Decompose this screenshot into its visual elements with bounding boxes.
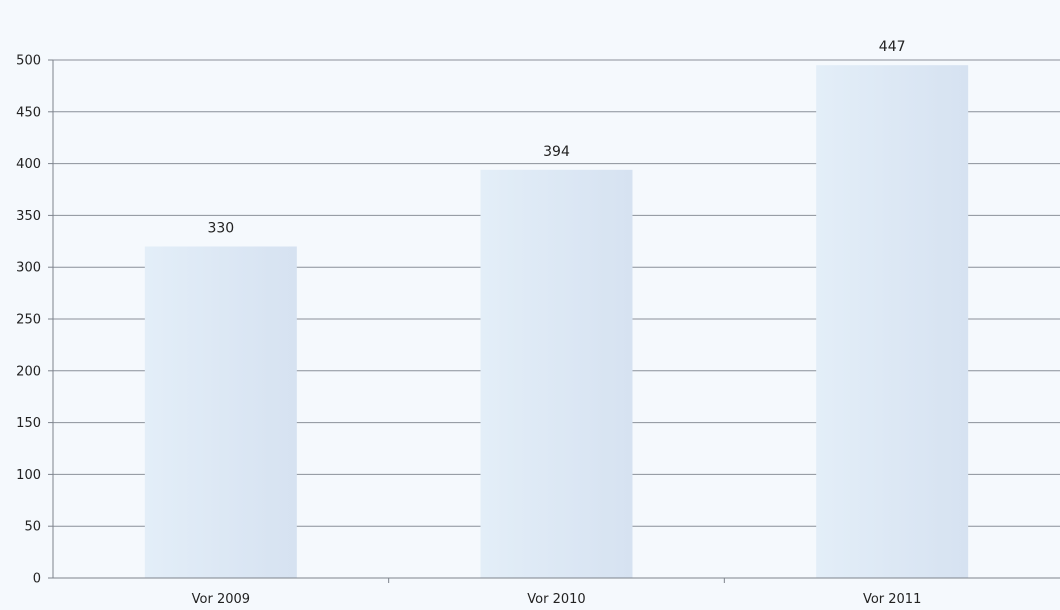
y-tick-label: 200 (16, 364, 41, 379)
y-tick-label: 150 (16, 416, 41, 431)
x-tick-label: Vor 2010 (527, 592, 585, 607)
y-tick-label: 350 (16, 209, 41, 224)
y-tick-label: 0 (33, 572, 41, 587)
axes (52, 60, 1060, 583)
y-tick-label: 300 (16, 261, 41, 276)
y-axis-tick-labels: 0 50 100 150 200 250 300 350 400 450 500 (16, 54, 41, 587)
data-label: 330 (207, 220, 234, 236)
y-tick-label: 100 (16, 468, 41, 483)
bar-vor-2009 (144, 246, 297, 579)
bar-vor-2010 (480, 169, 633, 579)
y-tick-label: 400 (16, 157, 41, 172)
y-tick-label: 250 (16, 313, 41, 328)
data-label: 447 (879, 39, 906, 55)
y-tick-label: 50 (24, 520, 41, 535)
bar-vor-2011 (816, 65, 969, 579)
data-labels: 330 394 447 (207, 39, 905, 236)
y-tick-label: 450 (16, 105, 41, 120)
data-label: 394 (543, 144, 570, 160)
x-tick-label: Vor 2011 (863, 592, 921, 607)
x-tick-label: Vor 2009 (192, 592, 250, 607)
x-axis-tick-labels: Vor 2009 Vor 2010 Vor 2011 (192, 592, 922, 607)
bars (144, 65, 969, 579)
y-tick-label: 500 (16, 54, 41, 69)
